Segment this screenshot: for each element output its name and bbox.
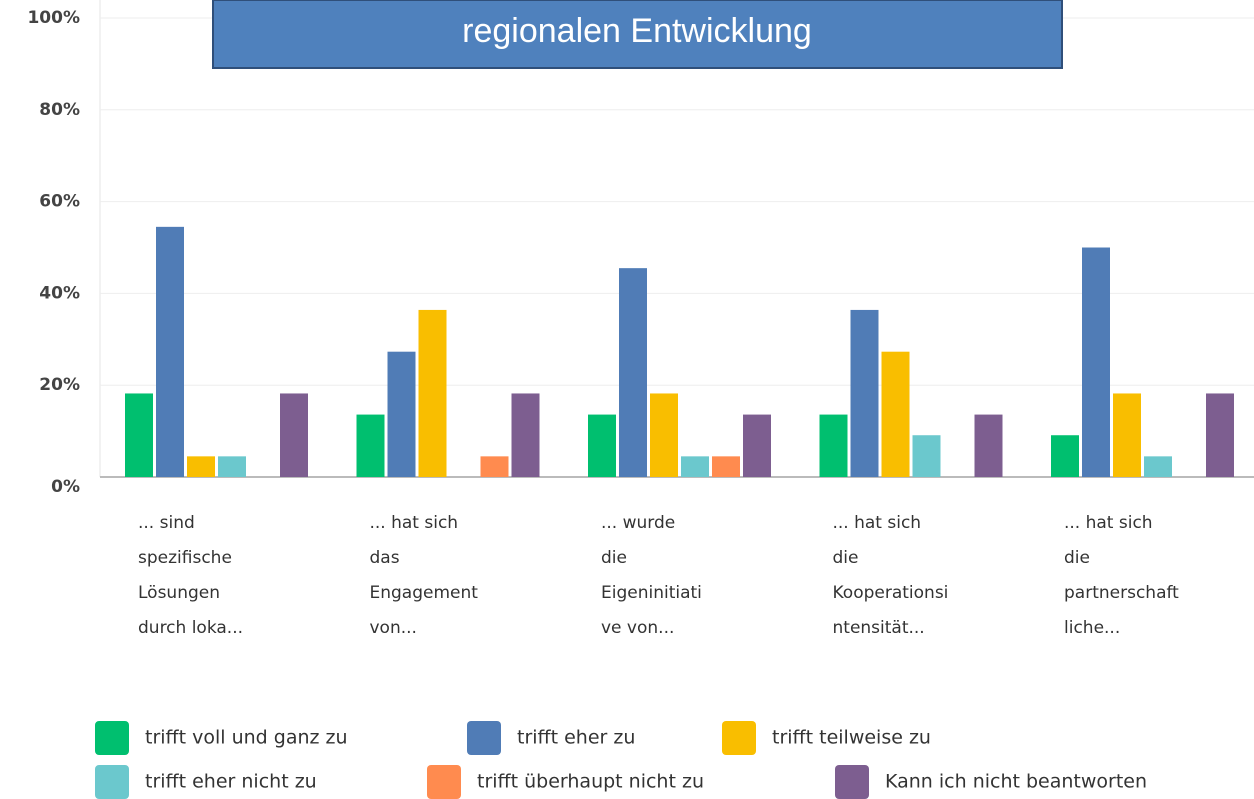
bar — [125, 393, 153, 477]
bar — [280, 393, 308, 477]
bar — [187, 456, 215, 477]
x-tick-label: Lösungen — [138, 583, 220, 603]
x-tick-label: ... hat sich — [833, 513, 922, 533]
x-tick-label: ... hat sich — [370, 513, 459, 533]
bar — [912, 435, 941, 477]
x-tick-label: die — [601, 548, 627, 568]
bar — [681, 456, 709, 477]
bar — [819, 414, 848, 477]
x-tick-label: Engagement — [370, 583, 479, 603]
y-tick-label: 20% — [39, 375, 80, 395]
bar — [418, 309, 447, 477]
plot: 0% 20% 40% 60% 80% 100% ... sind spezifische Lös… — [27, 8, 1254, 638]
bar — [1051, 435, 1079, 477]
bar — [218, 456, 246, 477]
x-tick-label: liche... — [1064, 618, 1120, 638]
legend-label: trifft eher nicht zu — [145, 771, 317, 793]
bar — [511, 393, 540, 477]
bar — [588, 414, 616, 477]
chart-title: regionalen Entwicklung — [462, 12, 812, 50]
x-tick-label: ... hat sich — [1064, 513, 1153, 533]
x-tick-label: spezifische — [138, 548, 232, 568]
bar — [881, 351, 910, 477]
bar — [156, 226, 184, 477]
bar — [1082, 247, 1110, 477]
legend-swatch — [722, 721, 756, 755]
legend-swatch — [95, 765, 129, 799]
y-tick-label: 80% — [39, 100, 80, 120]
bar — [1113, 393, 1141, 477]
x-tick-label: die — [833, 548, 859, 568]
bar — [387, 351, 416, 477]
legend-label: trifft eher zu — [517, 727, 635, 749]
bar — [974, 414, 1003, 477]
x-tick-label: Eigeninitiati — [601, 583, 702, 603]
y-tick-label: 40% — [39, 283, 80, 303]
legend-label: Kann ich nicht beantworten — [885, 771, 1147, 793]
x-tick-label: ve von... — [601, 618, 674, 638]
x-tick-label: Kooperationsi — [833, 583, 949, 603]
x-tick-label: ... wurde — [601, 513, 675, 533]
x-tick-label: das — [370, 548, 400, 568]
bar — [1144, 456, 1172, 477]
x-tick-label: partnerschaft — [1064, 583, 1179, 603]
legend-swatch — [467, 721, 501, 755]
y-tick-label: 0% — [51, 477, 80, 497]
bar — [1206, 393, 1234, 477]
legend-label: trifft voll und ganz zu — [145, 727, 348, 749]
y-tick-label: 60% — [39, 192, 80, 212]
y-tick-label: 100% — [27, 8, 80, 28]
bar — [712, 456, 740, 477]
bar — [650, 393, 678, 477]
x-tick-label: ... sind — [138, 513, 195, 533]
bar — [850, 309, 879, 477]
bar — [619, 268, 647, 477]
legend-label: trifft teilweise zu — [772, 727, 931, 749]
title-box — [212, 0, 1063, 69]
x-tick-label: die — [1064, 548, 1090, 568]
legend-swatch — [427, 765, 461, 799]
x-tick-label: ntensität... — [833, 618, 925, 638]
legend-label: trifft überhaupt nicht zu — [477, 771, 704, 793]
x-tick-label: von... — [370, 618, 417, 638]
legend-swatch — [835, 765, 869, 799]
x-tick-label: durch loka... — [138, 618, 243, 638]
bar — [356, 414, 385, 477]
legend-swatch — [95, 721, 129, 755]
bar — [480, 456, 509, 477]
bar — [743, 414, 771, 477]
